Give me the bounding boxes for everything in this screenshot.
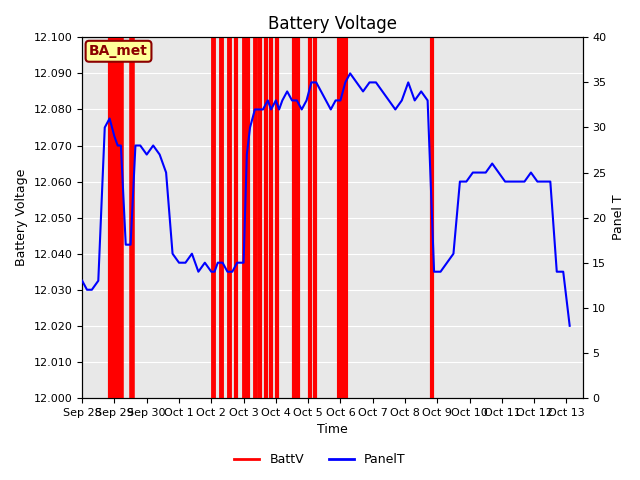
X-axis label: Time: Time [317,423,348,436]
Legend: BattV, PanelT: BattV, PanelT [229,448,411,471]
Text: BA_met: BA_met [89,44,148,58]
Title: Battery Voltage: Battery Voltage [268,15,397,33]
Y-axis label: Panel T: Panel T [612,195,625,240]
Y-axis label: Battery Voltage: Battery Voltage [15,169,28,266]
